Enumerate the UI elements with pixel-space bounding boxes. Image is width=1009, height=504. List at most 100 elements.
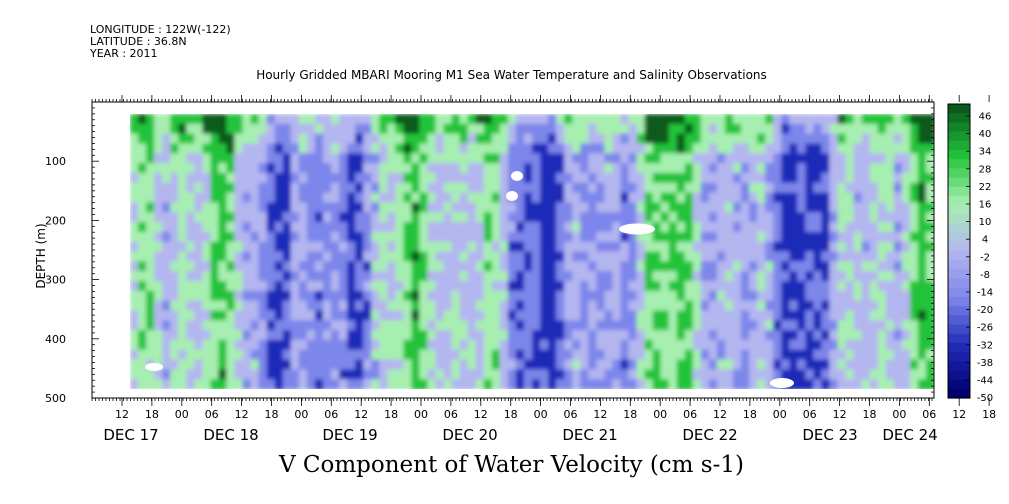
x-date-label: DEC 20 bbox=[442, 426, 497, 444]
x-hour-tick-label: 00 bbox=[892, 408, 906, 421]
x-hour-tick-label: 12 bbox=[833, 408, 847, 421]
x-hour-tick-label: 00 bbox=[294, 408, 308, 421]
missing-data-gap bbox=[619, 223, 655, 235]
x-hour-tick-label: 18 bbox=[265, 408, 279, 421]
colorbar-band bbox=[948, 131, 970, 142]
y-axis: 100 200 300 400 500 bbox=[45, 101, 934, 405]
latitude-label: LATITUDE : 36.8N bbox=[90, 35, 187, 48]
colorbar-level-label: -50 bbox=[977, 393, 993, 404]
colorbar-band bbox=[948, 342, 970, 353]
missing-data-gap bbox=[770, 378, 794, 388]
x-hour-tick-label: 12 bbox=[474, 408, 488, 421]
colorbar-band bbox=[948, 306, 970, 316]
x-hour-tick-label: 06 bbox=[683, 408, 697, 421]
colorbar-band bbox=[948, 379, 970, 390]
x-hour-tick-label: 18 bbox=[504, 408, 518, 421]
x-hour-tick-label: 06 bbox=[444, 408, 458, 421]
colorbar-band bbox=[948, 296, 970, 307]
x-hour-tick-label: 00 bbox=[175, 408, 189, 421]
colorbar-band bbox=[948, 278, 970, 289]
x-hour-tick-label: 12 bbox=[593, 408, 607, 421]
colorbar-band bbox=[948, 205, 970, 215]
x-hour-tick-label: 18 bbox=[145, 408, 159, 421]
colorbar-level-label: -38 bbox=[977, 358, 993, 369]
y-tick-label: 300 bbox=[45, 274, 66, 287]
colorbar-level-label: -32 bbox=[977, 340, 993, 351]
x-date-label: DEC 19 bbox=[322, 426, 377, 444]
colorbar-level-label: 40 bbox=[979, 129, 992, 140]
colorbar-band bbox=[948, 186, 970, 197]
colorbar-band bbox=[948, 122, 970, 133]
colorbar-band bbox=[948, 260, 970, 270]
x-hour-tick-label: 18 bbox=[863, 408, 877, 421]
x-hour-tick-label: 06 bbox=[922, 408, 936, 421]
colorbar-band bbox=[948, 352, 970, 362]
x-date-label: DEC 21 bbox=[562, 426, 617, 444]
x-hour-tick-label: 12 bbox=[713, 408, 727, 421]
colorbar-band bbox=[948, 223, 970, 234]
colorbar-band bbox=[948, 177, 970, 188]
colorbar-band bbox=[948, 159, 970, 169]
colorbar-band bbox=[948, 113, 970, 123]
x-hour-tick-label: 12 bbox=[235, 408, 249, 421]
location-metadata: LONGITUDE : 122W(-122) LATITUDE : 36.8N … bbox=[90, 24, 231, 60]
colorbar-band bbox=[948, 104, 970, 114]
colorbar-level-label: 28 bbox=[979, 164, 992, 175]
missing-data-gap bbox=[145, 363, 163, 371]
colorbar: 46 40 34 28 22 16 10 4 -2 -8 -14 -20 -26 -32 -38 -44 -50 bbox=[947, 103, 993, 404]
variable-title: V Component of Water Velocity (cm s-1) bbox=[279, 452, 744, 478]
x-axis: 12 18 00 06 12 18 00 06 12 18 00 06 12 18 00 06 12 18 00 06… bbox=[103, 95, 996, 444]
x-date-label: DEC 18 bbox=[203, 426, 258, 444]
x-hour-tick-label: 18 bbox=[623, 408, 637, 421]
colorbar-level-label: 4 bbox=[982, 235, 988, 246]
missing-data-gap bbox=[506, 191, 518, 201]
colorbar-level-label: -2 bbox=[980, 252, 990, 263]
chart-title: Hourly Gridded MBARI Mooring M1 Sea Wate… bbox=[256, 68, 767, 82]
plot-frame bbox=[91, 99, 935, 401]
x-date-label: DEC 22 bbox=[682, 426, 737, 444]
x-hour-tick-label: 00 bbox=[414, 408, 428, 421]
x-date-label: DEC 17 bbox=[103, 426, 158, 444]
x-hour-tick-label: 06 bbox=[803, 408, 817, 421]
x-hour-tick-label: 18 bbox=[743, 408, 757, 421]
x-hour-tick-label: 12 bbox=[115, 408, 129, 421]
y-tick-label: 500 bbox=[45, 392, 66, 405]
colorbar-level-label: -44 bbox=[977, 376, 993, 387]
y-tick-label: 200 bbox=[45, 214, 66, 227]
x-hour-tick-label: 06 bbox=[205, 408, 219, 421]
colorbar-band bbox=[948, 251, 970, 261]
x-date-label: DEC 24 bbox=[882, 426, 937, 444]
x-hour-tick-label: 18 bbox=[982, 408, 996, 421]
x-hour-tick-label: 00 bbox=[773, 408, 787, 421]
colorbar-level-label: -14 bbox=[977, 288, 993, 299]
colorbar-level-label: 22 bbox=[979, 182, 992, 193]
colorbar-level-label: -8 bbox=[980, 270, 990, 281]
y-tick-label: 100 bbox=[45, 155, 66, 168]
x-date-label: DEC 23 bbox=[802, 426, 857, 444]
colorbar-level-label: 16 bbox=[979, 200, 992, 211]
colorbar-band bbox=[948, 333, 970, 344]
x-hour-tick-label: 06 bbox=[564, 408, 578, 421]
missing-data-gap bbox=[511, 171, 523, 181]
colorbar-band bbox=[948, 232, 970, 243]
colorbar-level-label: -20 bbox=[977, 305, 993, 316]
x-hour-tick-label: 18 bbox=[384, 408, 398, 421]
x-hour-tick-label: 00 bbox=[653, 408, 667, 421]
colorbar-band bbox=[948, 140, 970, 151]
colorbar-band bbox=[948, 388, 970, 399]
x-hour-tick-label: 12 bbox=[354, 408, 368, 421]
x-hour-tick-label: 12 bbox=[952, 408, 966, 421]
colorbar-level-label: -26 bbox=[977, 323, 993, 334]
colorbar-band bbox=[948, 195, 970, 206]
colorbar-band bbox=[948, 361, 970, 372]
colorbar-level-label: 34 bbox=[979, 147, 992, 158]
velocity-field bbox=[130, 114, 934, 389]
colorbar-level-label: 10 bbox=[979, 217, 992, 228]
colorbar-band bbox=[948, 324, 970, 335]
colorbar-band bbox=[948, 149, 970, 160]
colorbar-band bbox=[948, 168, 970, 179]
x-hour-tick-label: 00 bbox=[534, 408, 548, 421]
colorbar-band bbox=[948, 370, 970, 381]
longitude-label: LONGITUDE : 122W(-122) bbox=[90, 23, 231, 36]
